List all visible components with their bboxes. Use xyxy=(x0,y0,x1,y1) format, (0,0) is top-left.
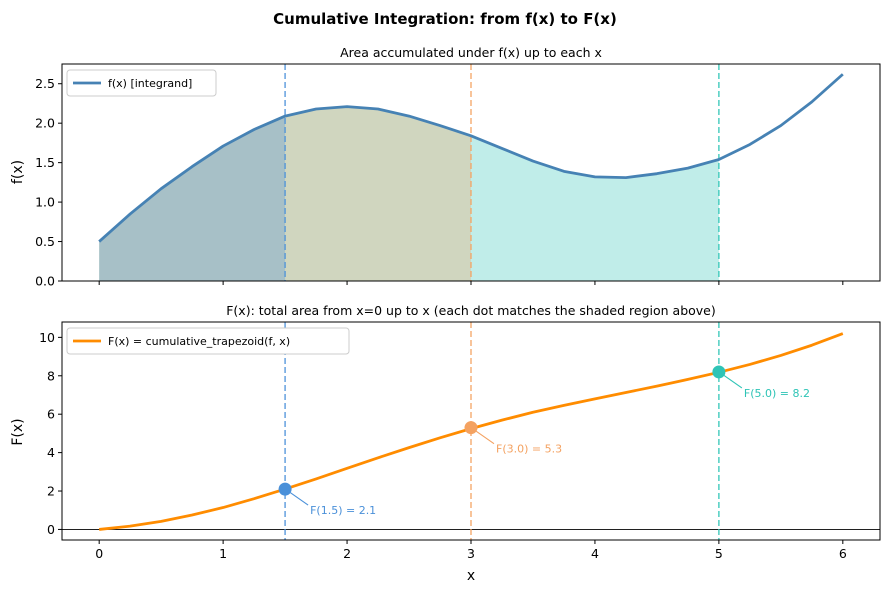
point-annotation-arrow xyxy=(287,490,309,506)
cumulative-xtick-label: 2 xyxy=(343,546,351,561)
cumulative-ytick-label: 10 xyxy=(39,330,55,345)
integrand-panel: Area accumulated under f(x) up to each x… xyxy=(10,45,881,289)
cumulative-point-marker xyxy=(464,421,478,435)
integrand-ytick-label: 0.5 xyxy=(35,234,55,249)
integrand-legend: f(x) [integrand] xyxy=(66,69,217,97)
cumulative-y-axis-label: F(x) xyxy=(10,418,26,445)
cumulative-legend: F(x) = cumulative_trapezoid(f, x) xyxy=(66,327,350,355)
shaded-area-region xyxy=(99,116,286,281)
cumulative-xtick-label: 3 xyxy=(467,546,475,561)
point-annotation-arrow xyxy=(473,429,495,445)
cumulative-xtick-label: 0 xyxy=(95,546,103,561)
cumulative-ytick-label: 4 xyxy=(47,445,55,460)
cumulative-panel-title: F(x): total area from x=0 up to x (each … xyxy=(226,303,716,318)
cumulative-point-marker xyxy=(278,482,292,496)
integrand-ytick-label: 2.5 xyxy=(35,76,55,91)
integrand-curve xyxy=(98,73,844,243)
integrand-ytick-label: 1.0 xyxy=(35,195,55,210)
cumulative-panel-frame xyxy=(61,321,881,541)
integrand-ytick-label: 1.5 xyxy=(35,155,55,170)
cumulative-ytick-label: 2 xyxy=(47,484,55,499)
cumulative-ytick-label: 0 xyxy=(47,522,55,537)
cumulative-x-axis-label: x xyxy=(467,568,475,584)
integrand-panel-title: Area accumulated under f(x) up to each x xyxy=(340,45,602,60)
point-annotation-label: F(1.5) = 2.1 xyxy=(310,504,376,517)
cumulative-ytick-label: 6 xyxy=(47,407,55,422)
cumulative-point-marker xyxy=(712,365,726,379)
cumulative-xtick-label: 4 xyxy=(591,546,599,561)
figure-title: Cumulative Integration: from f(x) to F(x… xyxy=(273,10,617,28)
integrand-ytick-label: 0.0 xyxy=(35,274,55,289)
integrand-y-axis-label: f(x) xyxy=(10,160,26,184)
point-annotation-label: F(3.0) = 5.3 xyxy=(496,443,562,456)
integrand-panel-frame xyxy=(61,63,881,282)
point-annotation-arrow xyxy=(721,373,743,389)
shaded-area-region xyxy=(99,106,719,281)
integrand-legend-label: f(x) [integrand] xyxy=(108,77,192,90)
cumulative-legend-label: F(x) = cumulative_trapezoid(f, x) xyxy=(108,335,290,348)
integrand-ytick-label: 2.0 xyxy=(35,116,55,131)
cumulative-ytick-label: 8 xyxy=(47,368,55,383)
cumulative-xtick-label: 5 xyxy=(715,546,723,561)
cumulative-panel: F(x): total area from x=0 up to x (each … xyxy=(10,303,881,584)
point-annotation-label: F(5.0) = 8.2 xyxy=(744,387,810,400)
cumulative-xtick-label: 6 xyxy=(839,546,847,561)
cumulative-xtick-label: 1 xyxy=(219,546,227,561)
